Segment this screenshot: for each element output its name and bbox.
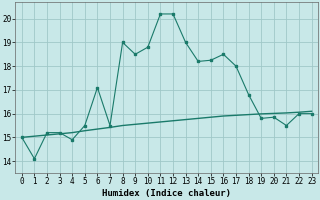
- X-axis label: Humidex (Indice chaleur): Humidex (Indice chaleur): [102, 189, 231, 198]
